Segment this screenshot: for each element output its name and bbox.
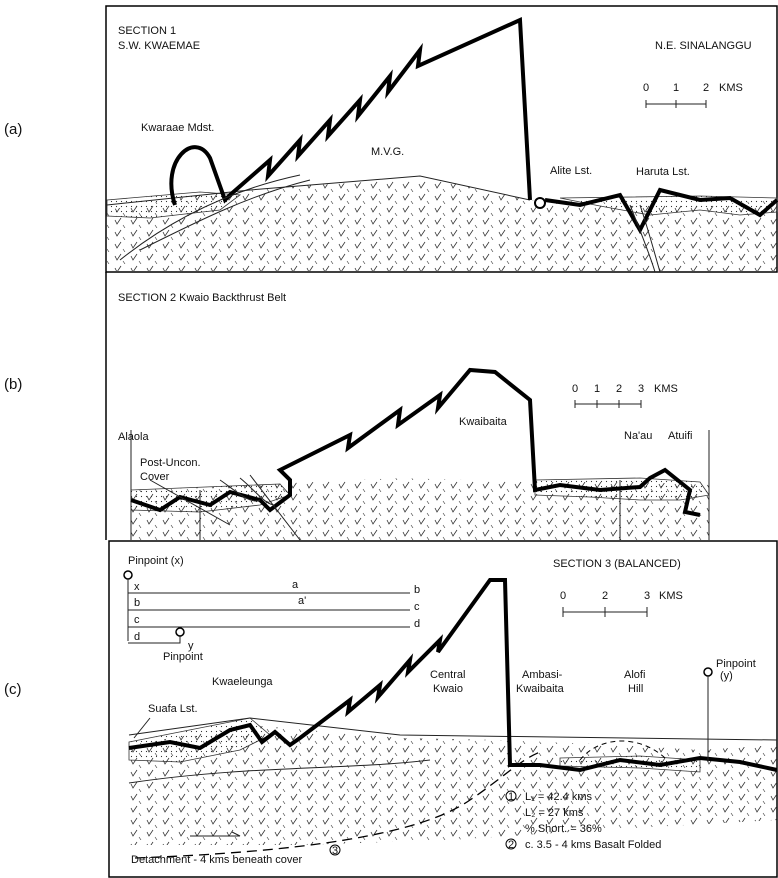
scale-unit: KMS [719,82,743,94]
pinpoint [175,627,185,637]
annotation: Kwaio [433,683,463,695]
right-title: N.E. SINALANGGU [655,40,752,52]
basement [129,725,777,845]
annotation: Suafa Lst. [148,703,198,715]
marker-circle [329,844,341,856]
panel-label: (b) [4,376,22,393]
pinpoint-label: Pinpoint [716,658,756,670]
line-label: a [292,579,299,591]
line-label: b [134,597,140,609]
panel-b: (b) SECTION 2 Kwaio Backthrust Belt 0 1 … [4,272,710,541]
frame [105,5,778,273]
scale-bar: 0 1 2 KMS [643,82,743,108]
pinpoint-label: Pinpoint [163,651,203,663]
eroded-fold [579,740,666,761]
scale-unit: KMS [659,590,683,602]
thrust-front [128,578,778,773]
scale-tick: 3 [638,383,644,395]
arrow [190,831,241,837]
annotation: Alite Lst. [550,165,592,177]
line-label: x [134,581,140,593]
pinpoint-label: Pinpoint (x) [128,555,184,567]
restored-lines [127,579,410,644]
scale-line [562,607,648,617]
pinpoint [123,570,133,580]
scale-bar: 0 2 3 KMS [560,590,683,617]
pinpoint [703,667,713,677]
leader [133,717,151,739]
thrust-front [130,367,701,517]
section-edge [130,430,710,540]
line-label: c [414,601,420,613]
annotation: Hill [628,683,643,695]
note: Detachment - 4 kms beneath cover [131,854,303,866]
note: L₂ = 27 kms [525,807,584,819]
annotation: M.V.G. [371,146,404,158]
line-label: y [188,640,194,652]
title: SECTION 2 Kwaio Backthrust Belt [118,292,286,304]
pinpoint-label: (y) [720,670,733,682]
line-label: d [134,631,140,643]
annotation: Ambasi- [522,669,563,681]
subtitle: S.W. KWAEMAE [118,40,200,52]
scale-tick: 2 [703,82,709,94]
scale-tick: 0 [560,590,566,602]
title: SECTION 3 (BALANCED) [553,558,681,570]
scale-tick: 2 [616,383,622,395]
note: c. 3.5 - 4 kms Basalt Folded [525,839,661,851]
line-label: d [414,618,420,630]
line-label: a' [298,595,306,607]
annotation: Central [430,669,465,681]
annotation: Post-Uncon. [140,457,201,469]
annotation: Atuifi [668,430,692,442]
scale-tick: 1 [594,383,600,395]
annotation: Kwaeleunga [212,676,273,688]
note: L₁ = 42.4 kms [525,791,592,803]
marker [534,197,546,209]
annotation: Cover [140,471,170,483]
note: % Short. = 36% [525,823,602,835]
note-marker: 2 [508,839,514,851]
note-marker: 3 [332,845,338,857]
scale-tick: 3 [644,590,650,602]
annotation: Haruta Lst. [636,166,690,178]
fault [149,474,301,541]
panel-c: (c) Pinpoint (x) Pinpoint Pinpoint (y) x… [4,540,778,878]
scale-tick: 2 [602,590,608,602]
marker-circle [505,838,517,850]
scale-tick: 0 [572,383,578,395]
title: SECTION 1 [118,25,176,37]
note-marker: 1 [508,791,514,803]
contact [106,175,531,206]
panel-label: (c) [4,681,22,698]
annotation: Kwaibaita [516,683,565,695]
thrust-front [169,16,778,235]
detachment [134,751,541,859]
scale-tick: 0 [643,82,649,94]
panel-label: (a) [4,121,22,138]
line-label: c [134,614,140,626]
annotation: Alaola [118,431,149,443]
annotation: Na'au [624,430,652,442]
frame [108,540,778,878]
annotation: Kwaraae Mdst. [141,122,214,134]
annotation: Kwaibaita [459,416,508,428]
scale-line [645,100,707,108]
marker-circle [505,790,517,802]
fault [119,174,661,273]
scale-tick: 1 [673,82,679,94]
scale-unit: KMS [654,383,678,395]
scale-bar: 0 1 2 3 KMS [572,383,678,408]
annotation: Alofi [624,669,645,681]
line-label: b [414,584,420,596]
scale-line [574,400,642,408]
panel-a: (a) SECTION 1 S.W. KWAEMAE N.E. SINALANG… [4,5,778,273]
contact [128,717,778,784]
